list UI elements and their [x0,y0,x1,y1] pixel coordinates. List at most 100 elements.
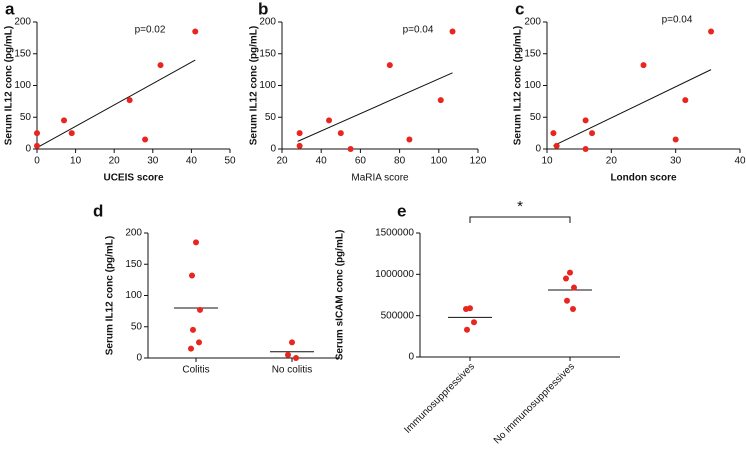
y-tick-label: 150 [14,48,31,59]
y-tick-label: 50 [20,112,32,123]
point [68,130,75,137]
panel-label: d [93,201,103,220]
y-tick-label: 100 [125,290,142,301]
point [61,117,68,124]
point [296,142,303,149]
point [142,136,149,143]
point [326,117,333,124]
trend-line [297,72,453,142]
point [582,146,589,152]
point [157,62,164,69]
point [126,97,133,104]
point [190,326,196,333]
y-tick-label: 200 [259,17,276,28]
annotation: p=0.02 [135,25,166,36]
y-tick-label: 1500000 [375,228,414,239]
point [708,28,715,35]
y-axis-label: Serum IL12 conc (pg/mL) [249,26,260,145]
point [570,306,576,313]
x-tick-label: No colitis [272,365,313,376]
point [293,355,299,361]
y-tick-label: 0 [25,144,31,155]
point [386,62,393,69]
x-tick-label: 20 [606,156,618,167]
x-tick-label: Colitis [182,365,209,376]
point [192,28,199,35]
point [471,319,477,326]
x-tick-label: 50 [224,156,236,167]
y-tick-label: 0 [136,353,142,364]
point [463,306,469,313]
y-tick-label: 200 [14,17,31,28]
point [337,130,344,137]
annotation: p=0.04 [403,25,434,36]
significance-bracket [469,216,571,223]
y-tick-label: 150 [259,48,276,59]
y-tick-label: 100 [14,80,31,91]
point [189,272,195,279]
x-tick-label: 30 [670,156,682,167]
x-tick-label: 120 [470,156,487,167]
point [640,62,647,69]
x-tick-label: 10 [70,156,82,167]
point [682,97,689,104]
x-tick-label: Immunosuppressives [402,361,477,436]
x-tick-label: 40 [734,156,746,167]
y-tick-label: 150 [524,48,541,59]
point [449,28,456,35]
y-tick-label: 100 [259,80,276,91]
y-tick-label: 200 [524,17,541,28]
y-tick-label: 0 [535,144,541,155]
x-tick-label: 20 [109,156,121,167]
significance-mark: * [517,198,523,215]
y-tick-label: 100 [524,80,541,91]
x-tick-label: 0 [34,156,40,167]
x-axis-label: UCEIS score [103,173,163,184]
point [464,326,470,333]
y-tick-label: 500000 [381,310,415,321]
y-tick-label: 150 [125,259,142,270]
x-tick-label: 80 [394,156,406,167]
point [289,339,295,346]
x-axis-label: MaRIA score [351,173,409,184]
y-axis-label: Serum IL12 conc (pg/mL) [105,236,116,355]
point [188,345,194,352]
panel-label: b [258,0,268,18]
point [672,136,679,143]
y-tick-label: 1000000 [375,269,414,280]
x-tick-label: 60 [355,156,367,167]
panel-label: e [397,201,406,220]
x-tick-label: 100 [430,156,447,167]
point [197,306,203,313]
point [34,130,40,137]
trend-line [36,59,196,149]
point [564,297,570,304]
y-tick-label: 0 [270,144,276,155]
x-tick-label: No immunosuppressives [492,361,577,446]
y-axis-label: Serum sICAM conc (pg/mL) [335,230,346,361]
panel-label: c [515,0,524,18]
point [34,142,40,149]
point [193,239,199,246]
point [296,130,303,137]
x-tick-label: 10 [541,156,553,167]
y-axis-label: Serum IL12 conc (pg/mL) [513,26,524,145]
y-tick-label: 200 [125,228,142,239]
point [563,275,569,282]
x-tick-label: 40 [186,156,198,167]
point [589,130,596,137]
trend-line [553,69,712,147]
x-tick-label: 40 [316,156,328,167]
point [285,351,291,358]
point [196,339,202,346]
y-tick-label: 50 [131,321,143,332]
y-tick-label: 0 [408,352,414,363]
x-tick-label: 30 [147,156,159,167]
x-axis-label: London score [610,173,677,184]
point [550,130,557,137]
point [553,142,560,149]
point [406,136,413,143]
x-tick-label: 20 [276,156,288,167]
point [437,97,444,104]
